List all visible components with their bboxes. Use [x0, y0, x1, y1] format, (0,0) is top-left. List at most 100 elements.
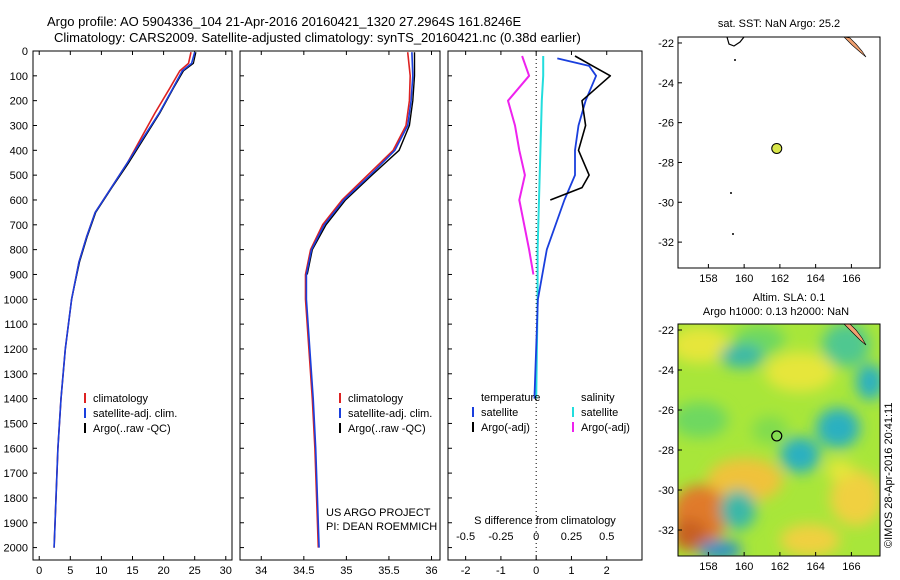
temperature-axes-frame	[32, 50, 233, 561]
sst-map-ytick-label: -24	[658, 78, 674, 90]
depth-ytick-label: 2000	[4, 543, 28, 555]
sst-map-frame	[677, 36, 881, 269]
sst-map-ytick-label: -30	[658, 197, 674, 209]
sla-blobs	[678, 324, 880, 556]
temperature-xtick-label: 10	[95, 565, 107, 577]
sla-map-xtick-label: 158	[699, 561, 717, 573]
depth-ytick-label: 0	[22, 46, 28, 58]
differences-xtick-label: 2	[604, 565, 610, 577]
sst-islet-dot	[734, 59, 736, 61]
temperature-panel: 051015202530temperature (deg C)010020030…	[4, 46, 233, 580]
temperature-legend-label: Argo(..raw -QC)	[93, 423, 171, 435]
sst-islet-dot	[732, 233, 734, 235]
sst-map-xtick-label: 166	[842, 273, 860, 285]
salinity-legend-label: climatology	[348, 393, 404, 405]
sla-anomaly-blob	[720, 344, 764, 368]
differences-legend-salinity-label: Argo(-adj)	[581, 422, 630, 434]
depth-ytick-label: 1200	[4, 344, 28, 356]
sla-map-ytick-label: -26	[658, 405, 674, 417]
salinity-legend-label: Argo(..raw -QC)	[348, 423, 426, 435]
depth-ytick-label: 1300	[4, 369, 28, 381]
sst-coast-line	[726, 36, 745, 47]
sst-map-title: sat. SST: NaN Argo: 25.2	[718, 18, 840, 30]
differences-s-xlabel: S difference from climatology	[474, 515, 616, 527]
sla-anomaly-blob	[856, 364, 880, 400]
depth-ytick-label: 1800	[4, 493, 28, 505]
sla-anomaly-blob	[678, 519, 708, 551]
sla-anomaly-blob	[678, 402, 728, 438]
sla-anomaly-blob	[698, 540, 742, 556]
salinity-legend-label: satellite-adj. clim.	[348, 408, 432, 420]
sla-anomaly-blob	[822, 324, 870, 367]
salinity-xtick-label: 36	[425, 565, 437, 577]
sst-map-ytick-label: -22	[658, 38, 674, 50]
depth-ytick-label: 300	[10, 120, 28, 132]
depth-ytick-label: 1900	[4, 518, 28, 530]
salinity-argo-line	[306, 52, 416, 275]
sst-map-xtick-label: 162	[771, 273, 789, 285]
sla-map-title1: Altim. SLA: 0.1	[753, 292, 826, 304]
sla-anomaly-blob	[830, 470, 880, 526]
differences-stick-label: 0	[533, 531, 539, 543]
temperature-legend-label: satellite-adj. clim.	[93, 408, 177, 420]
depth-ytick-label: 1700	[4, 468, 28, 480]
depth-ytick-label: 1100	[4, 319, 28, 331]
sla-map-ytick-label: -22	[658, 325, 674, 337]
sla-anomaly-blob	[765, 352, 835, 392]
depth-ytick-label: 800	[10, 245, 28, 257]
differences-legend-temperature-title: temperature	[481, 392, 540, 404]
depth-ytick-label: 500	[10, 170, 28, 182]
temperature-legend-label: climatology	[93, 393, 149, 405]
depth-ytick-label: 700	[10, 220, 28, 232]
differences-xtick-label: 0	[533, 565, 539, 577]
differences-legend-salinity-label: satellite	[581, 407, 618, 419]
differences-stick-label: -0.5	[456, 531, 475, 543]
depth-ytick-label: 900	[10, 269, 28, 281]
sst-island-shape	[843, 36, 867, 58]
sla-anomaly-blob	[707, 458, 783, 502]
sla-anomaly-blob	[752, 416, 788, 444]
salinity-xtick-label: 34	[255, 565, 267, 577]
differences-legend-temperature-label: Argo(-adj)	[481, 422, 530, 434]
differences-xtick-label: -2	[461, 565, 471, 577]
sla-field	[678, 324, 880, 556]
sla-map-xtick-label: 166	[842, 561, 860, 573]
depth-ytick-label: 1600	[4, 443, 28, 455]
salinity-xtick-label: 35	[340, 565, 352, 577]
salinity-axes-frame	[239, 50, 441, 561]
depth-ytick-label: 600	[10, 195, 28, 207]
sst-argo-marker	[771, 142, 783, 154]
depth-ytick-label: 400	[10, 145, 28, 157]
temperature-xtick-label: 15	[126, 565, 138, 577]
salinity-xtick-label: 35.5	[378, 565, 399, 577]
sst_map-panel: sat. SST: NaN Argo: 25.2 -22 -24 -26 -28 -30 -…	[658, 18, 881, 285]
sst-map-ytick-label: -26	[658, 118, 674, 130]
differences-t-satellite-line	[533, 57, 597, 399]
sla-anomaly-blob	[826, 460, 854, 480]
sla-map-ytick-label: -30	[658, 485, 674, 497]
title-line2: Climatology: CARS2009. Satellite-adjuste…	[54, 30, 581, 45]
sla-anomaly-blob	[720, 490, 756, 530]
depth-ytick-label: 1400	[4, 394, 28, 406]
sla-map-frame	[677, 323, 881, 557]
differences-stick-label: 0.25	[561, 531, 582, 543]
differences-stick-label: 0.5	[599, 531, 614, 543]
differences-s-satellite-line	[535, 56, 545, 399]
salinity-annotation-line2: PI: DEAN ROEMMICH	[326, 521, 437, 533]
salinity-xtick-label: 34.5	[293, 565, 314, 577]
differences-panel: -2-1012T difference from climatology-0.5…	[447, 50, 643, 580]
sla-argo-marker	[771, 430, 783, 442]
differences-axes-frame	[447, 50, 643, 561]
sla-anomaly-blob	[816, 408, 860, 448]
sla-map-ytick-label: -28	[658, 445, 674, 457]
sla-map-title2: Argo h1000: 0.13 h2000: NaN	[703, 306, 849, 318]
sla-map-xtick-label: 164	[806, 561, 824, 573]
temperature-xtick-label: 0	[36, 565, 42, 577]
temperature-xtick-label: 20	[157, 565, 169, 577]
sla-map-ytick-label: -32	[658, 525, 674, 537]
sla-anomaly-blob	[780, 437, 820, 473]
salinity-annotation-line1: US ARGO PROJECT	[326, 507, 431, 519]
sla-map-xtick-label: 162	[771, 561, 789, 573]
depth-ytick-label: 200	[10, 96, 28, 108]
